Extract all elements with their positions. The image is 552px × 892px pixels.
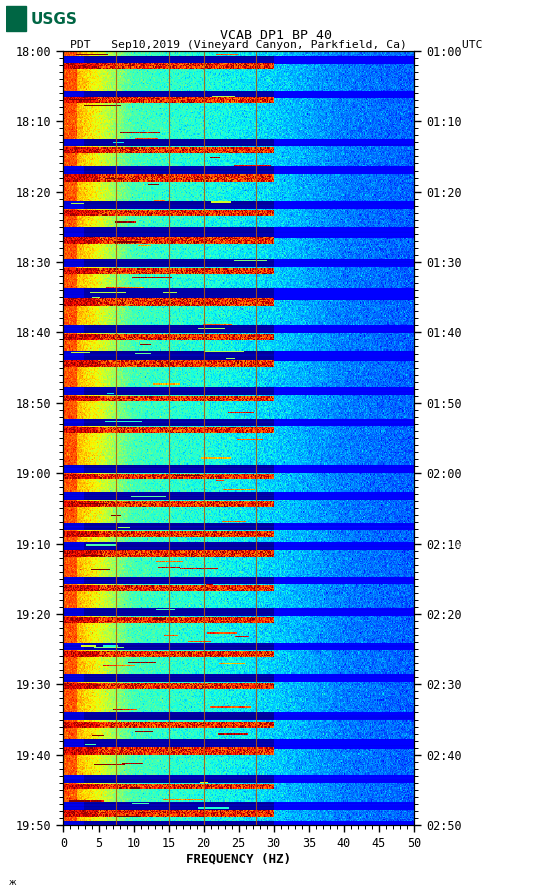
- Bar: [6, 6, 25, 31]
- X-axis label: FREQUENCY (HZ): FREQUENCY (HZ): [186, 853, 291, 865]
- Text: VCAB DP1 BP 40: VCAB DP1 BP 40: [220, 29, 332, 42]
- Text: ж: ж: [8, 878, 16, 887]
- Text: USGS: USGS: [31, 12, 77, 27]
- Text: PDT   Sep10,2019 (Vineyard Canyon, Parkfield, Ca)        UTC: PDT Sep10,2019 (Vineyard Canyon, Parkfie…: [70, 40, 482, 50]
